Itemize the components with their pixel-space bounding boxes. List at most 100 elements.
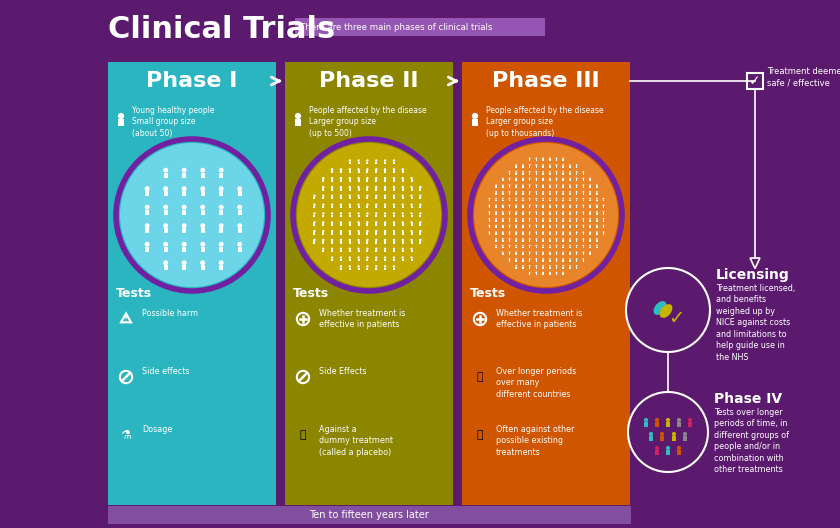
Bar <box>590 206 591 208</box>
Bar <box>419 241 422 243</box>
Circle shape <box>349 265 351 268</box>
Circle shape <box>313 230 316 232</box>
Bar <box>549 240 550 242</box>
Bar <box>402 250 404 252</box>
Bar <box>349 162 351 164</box>
Circle shape <box>644 418 648 422</box>
Circle shape <box>666 446 670 450</box>
Bar <box>529 213 530 215</box>
Bar <box>563 186 564 188</box>
Circle shape <box>508 245 511 247</box>
Bar <box>366 250 369 252</box>
Circle shape <box>357 195 360 197</box>
Bar <box>419 206 422 208</box>
Circle shape <box>501 218 504 220</box>
Circle shape <box>375 177 377 180</box>
Bar <box>182 173 186 178</box>
Bar <box>331 206 333 208</box>
Circle shape <box>331 186 333 188</box>
Bar <box>384 223 386 226</box>
Bar <box>340 180 342 182</box>
Circle shape <box>522 191 524 193</box>
Circle shape <box>555 171 558 173</box>
Bar <box>182 228 186 233</box>
Circle shape <box>419 195 422 197</box>
Circle shape <box>495 218 497 220</box>
Bar <box>375 223 377 226</box>
Bar <box>549 193 550 195</box>
Circle shape <box>393 195 395 197</box>
Bar <box>529 233 530 235</box>
Bar <box>384 250 386 252</box>
Circle shape <box>375 186 377 188</box>
Circle shape <box>522 231 524 233</box>
Circle shape <box>393 230 395 232</box>
Bar <box>472 119 478 126</box>
Circle shape <box>562 177 564 180</box>
Bar <box>660 436 664 440</box>
Circle shape <box>549 171 551 173</box>
Bar <box>375 232 377 235</box>
Circle shape <box>501 191 504 193</box>
Circle shape <box>535 157 538 159</box>
Bar <box>549 173 550 175</box>
Bar <box>366 162 369 164</box>
Bar <box>583 173 584 175</box>
Circle shape <box>384 186 386 188</box>
Circle shape <box>295 113 302 119</box>
Circle shape <box>349 257 351 259</box>
Circle shape <box>582 224 585 227</box>
Bar <box>576 180 577 181</box>
Bar <box>590 200 591 202</box>
Circle shape <box>569 245 571 247</box>
Circle shape <box>508 177 511 180</box>
Bar <box>556 166 557 168</box>
Bar <box>556 173 557 175</box>
Circle shape <box>393 177 395 180</box>
Bar <box>419 197 422 200</box>
Circle shape <box>339 203 342 206</box>
Circle shape <box>596 211 598 213</box>
Bar <box>358 223 360 226</box>
Bar <box>182 265 186 270</box>
Bar <box>402 206 404 208</box>
Circle shape <box>366 221 369 223</box>
Circle shape <box>495 184 497 186</box>
Circle shape <box>569 191 571 193</box>
Circle shape <box>535 231 538 233</box>
Circle shape <box>200 186 205 191</box>
Circle shape <box>357 239 360 241</box>
Circle shape <box>297 143 441 287</box>
Circle shape <box>508 251 511 253</box>
Bar <box>556 200 557 202</box>
Bar <box>219 247 223 252</box>
Circle shape <box>313 195 316 197</box>
Circle shape <box>357 230 360 232</box>
Circle shape <box>528 231 531 233</box>
Circle shape <box>589 184 591 186</box>
Bar <box>402 223 404 226</box>
Circle shape <box>144 242 150 247</box>
Circle shape <box>535 211 538 213</box>
Circle shape <box>339 168 342 171</box>
Bar <box>393 206 395 208</box>
Circle shape <box>596 231 598 233</box>
Circle shape <box>582 211 585 213</box>
Text: 🌍: 🌍 <box>476 372 483 382</box>
Circle shape <box>542 177 544 180</box>
Circle shape <box>375 168 377 171</box>
Bar <box>411 259 412 261</box>
Circle shape <box>402 257 404 259</box>
Circle shape <box>596 204 598 206</box>
Circle shape <box>357 248 360 250</box>
Circle shape <box>402 186 404 188</box>
Bar <box>563 220 564 222</box>
Bar <box>411 197 412 200</box>
Circle shape <box>366 177 369 180</box>
Bar <box>583 260 584 262</box>
Circle shape <box>569 198 571 200</box>
Circle shape <box>535 265 538 267</box>
Bar <box>509 200 510 202</box>
Circle shape <box>357 257 360 259</box>
Bar <box>340 268 342 270</box>
